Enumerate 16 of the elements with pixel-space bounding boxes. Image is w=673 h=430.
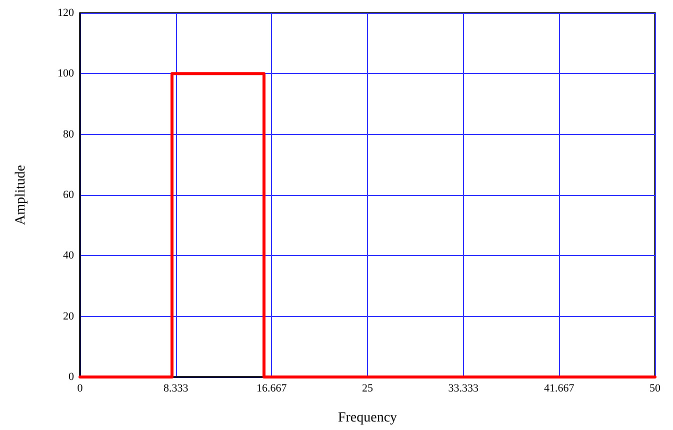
y-tick-label: 60 xyxy=(63,189,74,201)
y-tick-label: 120 xyxy=(58,7,74,19)
y-tick-label: 100 xyxy=(58,68,74,80)
x-tick-label: 33.333 xyxy=(448,382,479,394)
x-tick-label: 0 xyxy=(77,382,84,394)
y-tick-label: 20 xyxy=(63,310,74,322)
x-tick-label: 8.333 xyxy=(163,382,189,394)
x-tick-label: 25 xyxy=(362,382,374,394)
y-axis-title: Amplitude xyxy=(14,165,28,225)
y-tick-label: 40 xyxy=(63,250,74,262)
x-tick-label: 50 xyxy=(650,382,661,394)
x-axis-title: Frequency xyxy=(338,410,398,426)
y-tick-label: 0 xyxy=(68,371,74,383)
x-tick-label: 41.667 xyxy=(544,382,575,394)
y-tick-label: 80 xyxy=(63,128,74,140)
x-tick-label: 16.667 xyxy=(256,382,288,394)
